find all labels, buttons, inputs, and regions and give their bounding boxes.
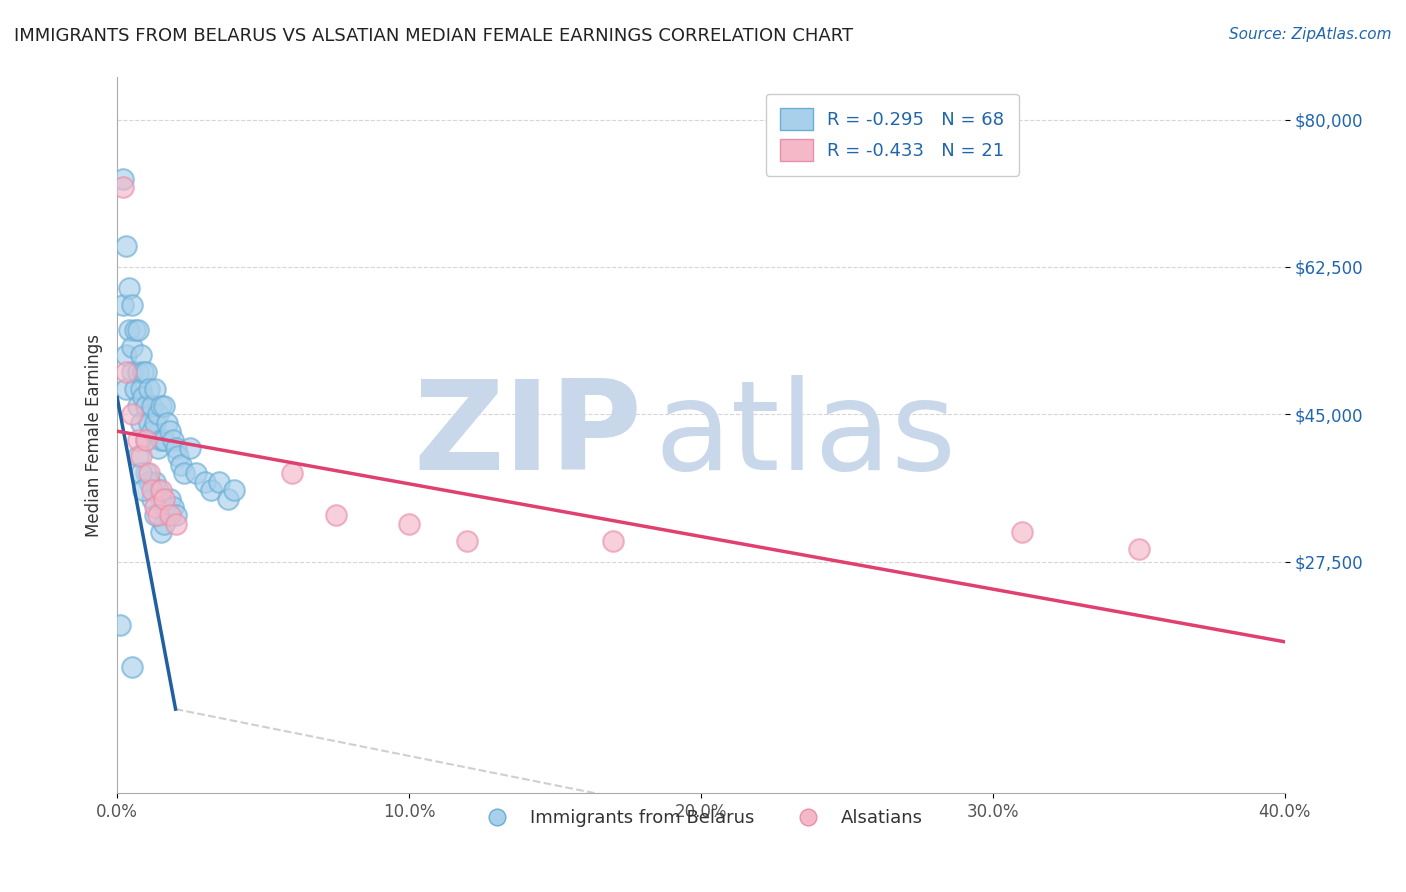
Point <box>179 441 201 455</box>
Point <box>153 516 176 531</box>
Point <box>127 399 149 413</box>
Point <box>112 171 135 186</box>
Point <box>141 491 163 506</box>
Point <box>143 508 166 523</box>
Point <box>143 500 166 514</box>
Point <box>127 365 149 379</box>
Point <box>456 533 478 548</box>
Point <box>156 416 179 430</box>
Point <box>115 348 138 362</box>
Point <box>118 323 141 337</box>
Point <box>149 399 172 413</box>
Point <box>143 416 166 430</box>
Point <box>281 467 304 481</box>
Point <box>108 618 131 632</box>
Point <box>153 500 176 514</box>
Point <box>121 365 143 379</box>
Point <box>165 508 187 523</box>
Point <box>149 525 172 540</box>
Point <box>121 340 143 354</box>
Point <box>153 491 176 506</box>
Point <box>138 416 160 430</box>
Point <box>149 491 172 506</box>
Point <box>398 516 420 531</box>
Point <box>135 433 157 447</box>
Point <box>121 298 143 312</box>
Point <box>173 467 195 481</box>
Point <box>159 508 181 523</box>
Point <box>127 450 149 464</box>
Point <box>184 467 207 481</box>
Point <box>132 391 155 405</box>
Point <box>127 433 149 447</box>
Point <box>208 475 231 489</box>
Point <box>141 399 163 413</box>
Point <box>141 483 163 497</box>
Point <box>124 382 146 396</box>
Point <box>325 508 347 523</box>
Point <box>602 533 624 548</box>
Point <box>149 483 172 497</box>
Point <box>138 475 160 489</box>
Point <box>165 516 187 531</box>
Point <box>143 475 166 489</box>
Point <box>135 365 157 379</box>
Text: atlas: atlas <box>654 375 956 496</box>
Point <box>112 298 135 312</box>
Point <box>118 281 141 295</box>
Point <box>170 458 193 472</box>
Point <box>146 483 169 497</box>
Point <box>115 382 138 396</box>
Point <box>146 408 169 422</box>
Point <box>124 323 146 337</box>
Point <box>222 483 245 497</box>
Point <box>121 660 143 674</box>
Point <box>129 382 152 396</box>
Point <box>200 483 222 497</box>
Point <box>135 399 157 413</box>
Point <box>115 365 138 379</box>
Point <box>165 441 187 455</box>
Point <box>159 424 181 438</box>
Point <box>159 491 181 506</box>
Text: Source: ZipAtlas.com: Source: ZipAtlas.com <box>1229 27 1392 42</box>
Point <box>127 323 149 337</box>
Text: ZIP: ZIP <box>413 375 643 496</box>
Point <box>129 416 152 430</box>
Point <box>217 491 239 506</box>
Point <box>138 467 160 481</box>
Point <box>153 433 176 447</box>
Point <box>132 483 155 497</box>
Point <box>146 508 169 523</box>
Point <box>138 382 160 396</box>
Point <box>1011 525 1033 540</box>
Point <box>121 408 143 422</box>
Point <box>141 424 163 438</box>
Point <box>129 348 152 362</box>
Legend: Immigrants from Belarus, Alsatians: Immigrants from Belarus, Alsatians <box>472 802 929 834</box>
Point <box>146 441 169 455</box>
Point <box>112 180 135 194</box>
Point <box>162 433 184 447</box>
Y-axis label: Median Female Earnings: Median Female Earnings <box>86 334 103 537</box>
Point <box>156 508 179 523</box>
Point <box>115 239 138 253</box>
Point <box>153 399 176 413</box>
Point <box>149 433 172 447</box>
Point <box>135 467 157 481</box>
Point <box>162 500 184 514</box>
Point <box>132 365 155 379</box>
Point <box>167 450 190 464</box>
Point <box>143 382 166 396</box>
Point <box>129 450 152 464</box>
Point <box>194 475 217 489</box>
Text: IMMIGRANTS FROM BELARUS VS ALSATIAN MEDIAN FEMALE EARNINGS CORRELATION CHART: IMMIGRANTS FROM BELARUS VS ALSATIAN MEDI… <box>14 27 853 45</box>
Point <box>129 467 152 481</box>
Point <box>1128 542 1150 557</box>
Point <box>135 433 157 447</box>
